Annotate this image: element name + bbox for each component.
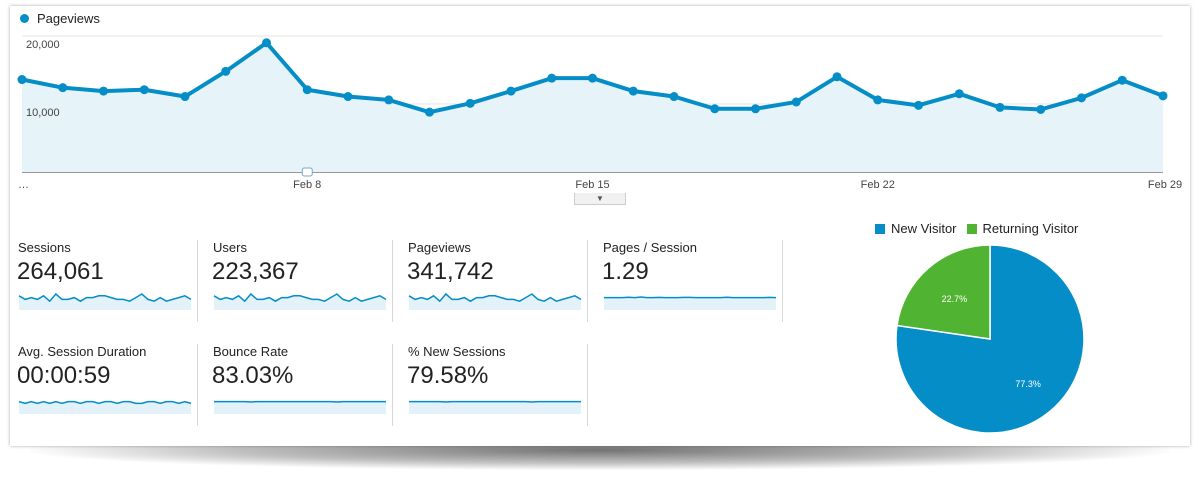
pageviews-point[interactable] (588, 73, 597, 83)
x-tick-label: Feb 15 (575, 179, 609, 191)
pageviews-legend-label: Pageviews (37, 11, 100, 26)
bounce-rate-sparkline (214, 400, 386, 414)
pie-legend-item[interactable]: New Visitor (875, 221, 957, 236)
x-tick-label: … (18, 179, 29, 191)
pie-legend-label: New Visitor (891, 221, 957, 236)
pageviews-sparkline (408, 292, 582, 310)
pageviews-point[interactable] (628, 86, 638, 96)
sparkline-area (19, 401, 191, 414)
pageviews-point[interactable] (180, 92, 190, 102)
annotation-marker[interactable] (301, 167, 313, 177)
sparkline-area (19, 294, 191, 310)
pages-per-session-sparkline (604, 296, 777, 310)
sparkline-line (18, 292, 192, 303)
sparkline-line (408, 292, 582, 303)
metric-value: 83.03% (212, 362, 294, 389)
pageviews-point[interactable] (710, 104, 720, 114)
pageviews-point[interactable] (1077, 93, 1086, 103)
pageviews-point[interactable] (221, 66, 231, 76)
metric-label: % New Sessions (408, 344, 506, 359)
new-visitor-swatch (875, 223, 885, 234)
sparkline-line (604, 296, 777, 299)
metric-bounce-rate[interactable]: Bounce Rate 83.03% (207, 344, 393, 426)
new-visitor-slice[interactable] (895, 244, 1085, 434)
pageviews-point[interactable] (99, 86, 108, 96)
line-chart-legend[interactable]: Pageviews (20, 11, 100, 26)
pie-legend: New Visitor Returning Visitor (875, 221, 1078, 236)
sparkline-area (409, 401, 581, 414)
pageviews-point[interactable] (58, 83, 68, 93)
sparkline-line (18, 400, 192, 405)
metric-label: Avg. Session Duration (18, 344, 147, 359)
sparkline-area (214, 401, 386, 414)
pageviews-area (22, 42, 1163, 172)
pageviews-point[interactable] (873, 95, 883, 105)
pageviews-point[interactable] (669, 92, 679, 102)
x-tick-label: Feb 22 (861, 179, 895, 191)
pageviews-point[interactable] (791, 97, 801, 107)
pie-value-label: 22.7% (942, 294, 968, 304)
metric-value: 341,742 (407, 258, 494, 285)
metric-avg-session-duration[interactable]: Avg. Session Duration 00:00:59 (12, 344, 198, 426)
users-sparkline (213, 292, 387, 310)
pageviews-point[interactable] (262, 38, 271, 48)
metric-users[interactable]: Users 223,367 (207, 240, 393, 322)
pageviews-point[interactable] (995, 102, 1005, 112)
pageviews-point[interactable] (1158, 91, 1168, 101)
pageviews-line-chart[interactable]: 20,000 10,000 … Feb 8 Feb 15 Feb 22 Feb 29 (10, 6, 1190, 196)
metric-value: 264,061 (17, 258, 104, 285)
returning-visitor-swatch (966, 223, 977, 234)
metric-sessions[interactable]: Sessions 264,061 (12, 240, 198, 322)
analytics-overview-card: Pageviews 20,000 10,000 … Feb 8 Feb 15 Feb 22… (10, 6, 1190, 446)
pageviews-point[interactable] (465, 98, 475, 108)
pageviews-point[interactable] (832, 72, 842, 82)
metric-label: Pages / Session (603, 240, 697, 255)
sparkline-area (604, 297, 776, 310)
pageviews-point[interactable] (302, 85, 312, 95)
metric-value: 00:00:59 (17, 362, 111, 389)
chart-collapse-toggle[interactable]: ▼ (574, 193, 626, 205)
metric-label: Pageviews (408, 240, 471, 255)
metric-label: Bounce Rate (213, 344, 289, 359)
avg-session-duration-sparkline (18, 400, 192, 414)
sessions-sparkline (18, 292, 192, 310)
chevron-down-icon: ▼ (596, 194, 604, 203)
pageviews-point[interactable] (547, 73, 557, 83)
returning-visitor-slice[interactable] (896, 244, 991, 340)
metric-new-sessions[interactable]: % New Sessions 79.58% (402, 344, 588, 426)
metric-value: 79.58% (407, 362, 489, 389)
x-tick-label: Feb 8 (293, 179, 321, 191)
pageviews-point[interactable] (506, 86, 516, 96)
metric-value: 223,367 (212, 258, 299, 285)
pageviews-point[interactable] (384, 95, 394, 105)
pie-legend-item[interactable]: Returning Visitor (966, 221, 1079, 236)
pie-value-label: 77.3% (1015, 379, 1041, 389)
pageviews-legend-dot (20, 14, 29, 23)
pageviews-point[interactable] (425, 107, 434, 117)
pageviews-point[interactable] (751, 104, 760, 114)
pageviews-point[interactable] (139, 85, 149, 95)
pageviews-point[interactable] (954, 89, 964, 99)
pageviews-point[interactable] (914, 100, 923, 110)
metric-label: Users (213, 240, 247, 255)
pageviews-point[interactable] (17, 75, 27, 85)
pie-legend-label: Returning Visitor (982, 221, 1079, 236)
metric-label: Sessions (18, 240, 71, 255)
pageviews-point[interactable] (343, 92, 353, 102)
pageviews-point[interactable] (1036, 104, 1046, 114)
visitor-type-pie-chart[interactable]: 77.3% 22.7% (880, 242, 1100, 442)
y-tick-label: 20,000 (26, 39, 60, 51)
metric-pages-per-session[interactable]: Pages / Session 1.29 (597, 240, 783, 322)
metric-pageviews[interactable]: Pageviews 341,742 (402, 240, 588, 322)
sparkline-area (214, 294, 386, 310)
y-tick-label: 10,000 (26, 107, 60, 119)
x-tick-label: Feb 29 (1148, 179, 1182, 191)
pageviews-point[interactable] (1117, 75, 1127, 85)
metric-value: 1.29 (602, 258, 649, 285)
new-sessions-sparkline (409, 400, 581, 414)
sparkline-area (409, 294, 581, 310)
sparkline-line (213, 292, 387, 303)
